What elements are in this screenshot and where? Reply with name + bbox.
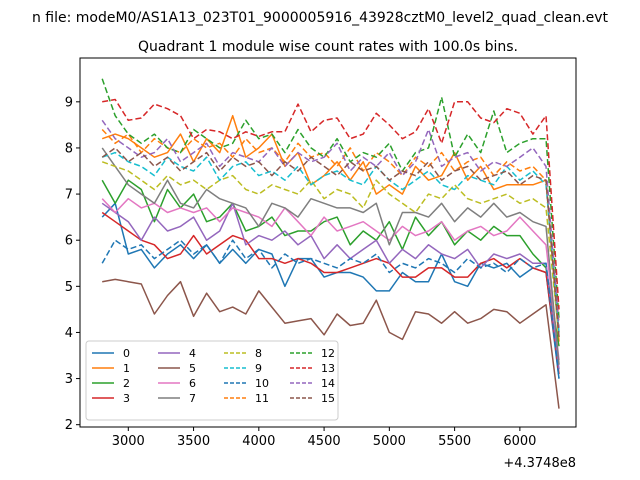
series-line-9 xyxy=(101,151,560,333)
legend-box xyxy=(85,340,339,421)
x-tick-label: 4000 xyxy=(242,434,275,449)
y-tick-label: 5 xyxy=(65,280,73,295)
chart-title: Quadrant 1 module wise count rates with … xyxy=(138,39,518,55)
figure-suptitle: n file: modeM0/AS1A13_023T01_9000005916_… xyxy=(32,10,609,26)
y-tick-label: 9 xyxy=(65,95,73,110)
series-line-15 xyxy=(101,147,560,338)
legend-label-11: 11 xyxy=(255,392,269,405)
y-axis: 2 3 4 5 6 7 8 9 xyxy=(65,95,80,433)
y-tick-label: 7 xyxy=(65,188,73,203)
y-tick-label: 8 xyxy=(65,141,73,156)
legend-label-15: 15 xyxy=(321,392,335,405)
series-line-11 xyxy=(101,128,560,324)
y-tick-label: 2 xyxy=(65,418,73,433)
legend-label-12: 12 xyxy=(321,347,335,360)
y-tick-label: 4 xyxy=(65,326,73,341)
x-axis: 3000 3500 4000 4500 5000 5500 6000 xyxy=(112,427,536,449)
legend-label-3: 3 xyxy=(123,392,130,405)
series-line-6 xyxy=(101,197,560,361)
legend-label-4: 4 xyxy=(189,347,196,360)
series-line-7 xyxy=(101,147,560,365)
series-line-13 xyxy=(102,98,560,310)
y-tick-label: 3 xyxy=(65,372,73,387)
legend-label-7: 7 xyxy=(189,392,196,405)
plot-lines-group xyxy=(101,78,560,409)
x-tick-label: 5000 xyxy=(373,434,406,449)
legend-label-14: 14 xyxy=(321,377,335,390)
legend-label-6: 6 xyxy=(189,377,196,390)
x-tick-label: 3500 xyxy=(177,434,210,449)
legend-label-8: 8 xyxy=(255,347,262,360)
series-line-0 xyxy=(101,202,560,379)
x-offset-label: +4.3748e8 xyxy=(503,456,576,471)
y-tick-label: 6 xyxy=(65,234,73,249)
legend-label-10: 10 xyxy=(255,377,269,390)
legend-label-0: 0 xyxy=(123,347,130,360)
plot-frame xyxy=(79,57,577,428)
legend-label-9: 9 xyxy=(255,362,262,375)
series-line-3 xyxy=(101,211,560,375)
series-line-10 xyxy=(101,239,560,379)
legend-label-5: 5 xyxy=(189,362,196,375)
series-line-12 xyxy=(101,78,560,319)
x-tick-label: 3000 xyxy=(112,434,145,449)
legend-label-2: 2 xyxy=(123,377,130,390)
x-tick-label: 4500 xyxy=(308,434,341,449)
legend-label-1: 1 xyxy=(123,362,130,375)
legend-label-13: 13 xyxy=(321,362,335,375)
series-line-5 xyxy=(102,278,560,409)
x-tick-label: 5500 xyxy=(438,434,471,449)
series-line-14 xyxy=(101,119,560,328)
series-line-8 xyxy=(101,161,560,338)
x-tick-label: 6000 xyxy=(503,434,536,449)
series-line-2 xyxy=(101,179,560,347)
series-line-4 xyxy=(101,202,560,370)
